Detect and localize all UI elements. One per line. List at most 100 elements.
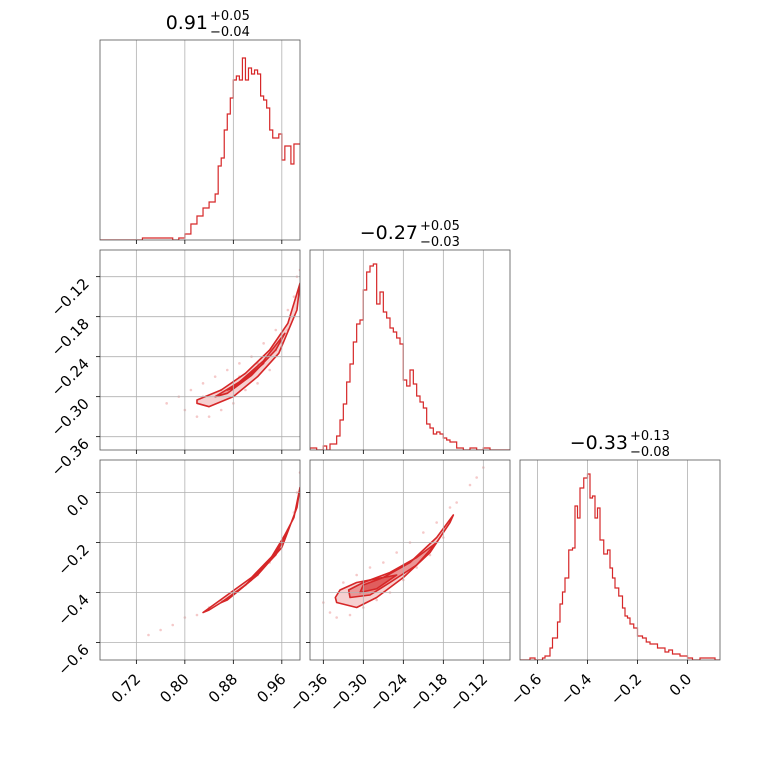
histogram-panel-2 xyxy=(520,473,720,660)
tick-marks-2-1 xyxy=(306,492,484,664)
panel-frame-2-2 xyxy=(519,459,721,661)
title-upper-2: +0.13 xyxy=(630,429,670,444)
sample-point xyxy=(455,501,458,504)
y-tick-label: −0.4 xyxy=(54,591,92,629)
x-tick-label: −0.24 xyxy=(366,670,411,715)
panel-frame-0-0 xyxy=(99,39,301,241)
sample-point xyxy=(225,368,229,372)
density-contour-2 xyxy=(226,362,265,391)
tick-marks-1-1 xyxy=(322,450,484,454)
x-tick-label: 0.88 xyxy=(205,670,241,706)
sample-point xyxy=(382,561,385,564)
panel-frame-1-0 xyxy=(99,249,301,451)
density-contour-0 xyxy=(202,486,300,614)
y-tick-label: −0.18 xyxy=(48,315,93,360)
x-tick-label: 0.96 xyxy=(253,670,289,706)
sample-point xyxy=(335,616,338,619)
sample-point xyxy=(171,623,175,627)
sample-point xyxy=(475,476,478,479)
sample-point xyxy=(274,328,278,332)
x-tick-label: −0.2 xyxy=(607,670,645,708)
density-contour-0 xyxy=(196,282,300,408)
sample-point xyxy=(201,382,205,385)
sample-point xyxy=(355,573,358,577)
title-upper-0: +0.05 xyxy=(210,9,250,24)
sample-point xyxy=(262,342,265,345)
y-tick-label: −0.6 xyxy=(54,641,92,679)
tick-marks-0-0 xyxy=(135,240,283,244)
x-tick-label: −0.12 xyxy=(446,670,491,715)
y-tick-label: 0.0 xyxy=(63,491,93,521)
x-tick-label: 0.0 xyxy=(666,670,696,700)
sample-point xyxy=(415,566,418,569)
y-tick-label: −0.24 xyxy=(48,355,93,400)
x-tick-label: −0.18 xyxy=(406,670,451,715)
y-tick-label: −0.30 xyxy=(48,395,93,440)
title-median-0: 0.91 xyxy=(166,12,208,34)
x-tick-label: −0.6 xyxy=(507,670,545,708)
grid-lines-1-1 xyxy=(322,250,484,450)
title-median-1: −0.27 xyxy=(360,222,418,244)
histogram-2 xyxy=(520,473,720,660)
grid-lines-2-1 xyxy=(310,460,510,660)
title-lower-2: −0.08 xyxy=(630,445,670,460)
x-tick-label: 0.72 xyxy=(108,670,144,706)
title-lower-0: −0.04 xyxy=(210,25,250,40)
sample-point xyxy=(219,408,223,412)
sample-point xyxy=(342,581,345,584)
histogram-0 xyxy=(100,57,300,240)
sample-point xyxy=(468,483,472,487)
density-panel-2-0 xyxy=(147,456,302,637)
density-panel-1-0 xyxy=(165,268,300,418)
density-contour-2 xyxy=(359,574,398,594)
sample-point xyxy=(147,633,150,637)
sample-point xyxy=(195,613,199,617)
panel-frame-2-1 xyxy=(309,459,511,661)
x-tick-label: −0.4 xyxy=(557,670,595,708)
histogram-panel-1 xyxy=(310,263,510,450)
sample-point xyxy=(268,368,271,372)
x-tick-labels-0: 0.72 0.80 0.88 0.96 xyxy=(108,670,290,706)
y-tick-label: −0.12 xyxy=(48,275,93,320)
x-tick-label: −0.36 xyxy=(286,670,331,715)
x-tick-label: −0.30 xyxy=(326,670,371,715)
x-tick-labels-1: −0.36−0.30−0.24−0.18−0.12 xyxy=(286,670,491,715)
density-panel-2-1 xyxy=(322,466,485,619)
title-median-2: −0.33 xyxy=(570,432,628,454)
sample-point xyxy=(244,388,247,392)
histogram-panel-0 xyxy=(100,57,300,240)
title-lower-1: −0.03 xyxy=(420,235,460,250)
sample-point xyxy=(299,456,302,459)
sample-point xyxy=(435,521,438,524)
sample-point xyxy=(195,415,199,418)
panel-frame-1-1 xyxy=(309,249,511,451)
sample-point xyxy=(189,388,193,392)
histogram-title-2: −0.33 +0.13−0.08 xyxy=(570,429,670,460)
sample-point xyxy=(238,362,241,365)
sample-point xyxy=(328,611,332,614)
histogram-title-0: 0.91 +0.05−0.04 xyxy=(166,9,250,40)
tick-marks-2-2 xyxy=(537,660,688,664)
sample-point xyxy=(286,308,290,312)
sample-point xyxy=(213,375,217,378)
y-tick-label: −0.36 xyxy=(48,435,93,480)
sample-point xyxy=(165,402,168,405)
y-tick-labels-2: 0.0 −0.2 −0.4 −0.6 xyxy=(54,491,92,679)
sample-point xyxy=(448,506,452,509)
panel-frame-2-0 xyxy=(99,459,301,661)
sample-point xyxy=(348,613,352,617)
y-tick-labels-1: −0.12−0.18−0.24−0.30−0.36 xyxy=(48,275,93,480)
tick-marks-1-0 xyxy=(96,276,283,454)
sample-point xyxy=(428,553,432,557)
title-upper-1: +0.05 xyxy=(420,219,460,234)
sample-point xyxy=(159,628,162,632)
y-tick-label: −0.2 xyxy=(54,541,92,579)
sample-point xyxy=(375,598,378,602)
histogram-1 xyxy=(310,263,510,450)
grid-lines-2-0 xyxy=(100,460,300,660)
sample-point xyxy=(395,551,398,554)
grid-lines-1-0 xyxy=(100,250,300,450)
sample-point xyxy=(422,531,425,534)
histogram-title-1: −0.27 +0.05−0.03 xyxy=(360,219,460,250)
sample-point xyxy=(207,415,211,418)
